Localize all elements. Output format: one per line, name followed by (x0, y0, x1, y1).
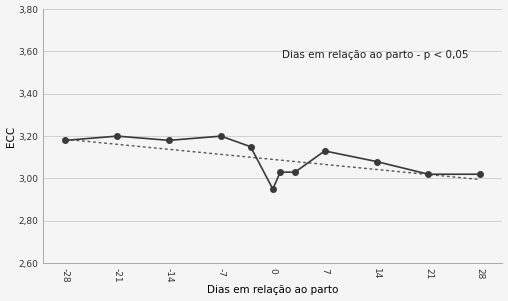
X-axis label: Dias em relação ao parto: Dias em relação ao parto (207, 285, 338, 296)
Y-axis label: ECC: ECC (6, 126, 16, 147)
Text: Dias em relação ao parto - p < 0,05: Dias em relação ao parto - p < 0,05 (282, 50, 468, 60)
